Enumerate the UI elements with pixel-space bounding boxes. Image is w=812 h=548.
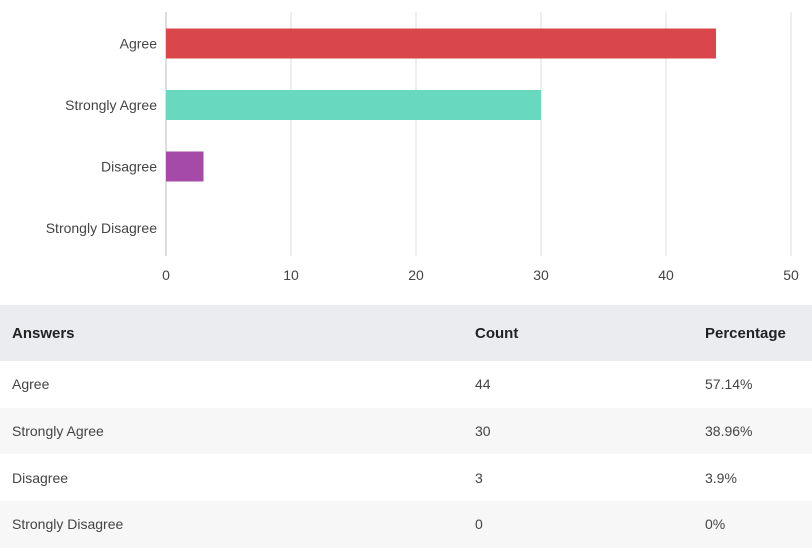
x-axis-ticks: 0 10 20 30 40 50 <box>162 267 799 283</box>
bar-chart: Agree Strongly Agree Disagree Strongly Disa… <box>46 12 799 283</box>
x-tick-label: 10 <box>283 267 299 283</box>
bar-strongly-agree[interactable] <box>166 90 541 120</box>
count-cell: 0 <box>463 501 694 548</box>
percentage-header[interactable]: Percentage <box>694 305 812 361</box>
answer-cell: Disagree <box>12 469 69 486</box>
count-cell: 30 <box>463 407 694 455</box>
percentage-cell: 0% <box>694 501 812 548</box>
table-row: Disagree 3 3.9% <box>0 454 812 501</box>
table-row: Strongly Agree 30 38.96% <box>0 407 812 455</box>
x-tick-label: 20 <box>408 267 424 283</box>
x-tick-label: 0 <box>162 267 170 283</box>
category-label-agree: Agree <box>120 36 158 52</box>
answer-cell: Strongly Disagree <box>0 501 463 548</box>
x-tick-label: 30 <box>533 267 549 283</box>
x-tick-label: 50 <box>783 267 799 283</box>
answer-cell: Strongly Agree <box>0 407 463 455</box>
category-label-disagree: Disagree <box>101 159 157 175</box>
results-table: Answers Count Percentage Agree 44 57.14%… <box>0 305 812 548</box>
category-labels: Agree Strongly Agree Disagree Strongly Disa… <box>46 36 157 237</box>
percentage-cell: 57.14% <box>705 376 753 393</box>
table-row: Strongly Disagree 0 0% <box>0 501 812 548</box>
count-cell: 3 <box>475 469 483 486</box>
x-tick-label: 40 <box>658 267 674 283</box>
category-label-strongly-agree: Strongly Agree <box>65 97 157 113</box>
bar-agree[interactable] <box>166 28 716 59</box>
bar-disagree[interactable] <box>166 151 204 182</box>
table-header-row: Answers Count Percentage <box>0 305 812 361</box>
bars <box>166 28 716 182</box>
answer-cell: Agree <box>12 376 50 393</box>
count-cell: 44 <box>475 376 491 393</box>
answers-header[interactable]: Answers <box>0 305 463 361</box>
table-row: Agree 44 57.14% <box>0 361 812 408</box>
percentage-cell: 3.9% <box>705 469 737 486</box>
percentage-cell: 38.96% <box>694 407 812 455</box>
category-label-strongly-disagree: Strongly Disagree <box>46 220 157 236</box>
count-header[interactable]: Count <box>463 305 694 361</box>
